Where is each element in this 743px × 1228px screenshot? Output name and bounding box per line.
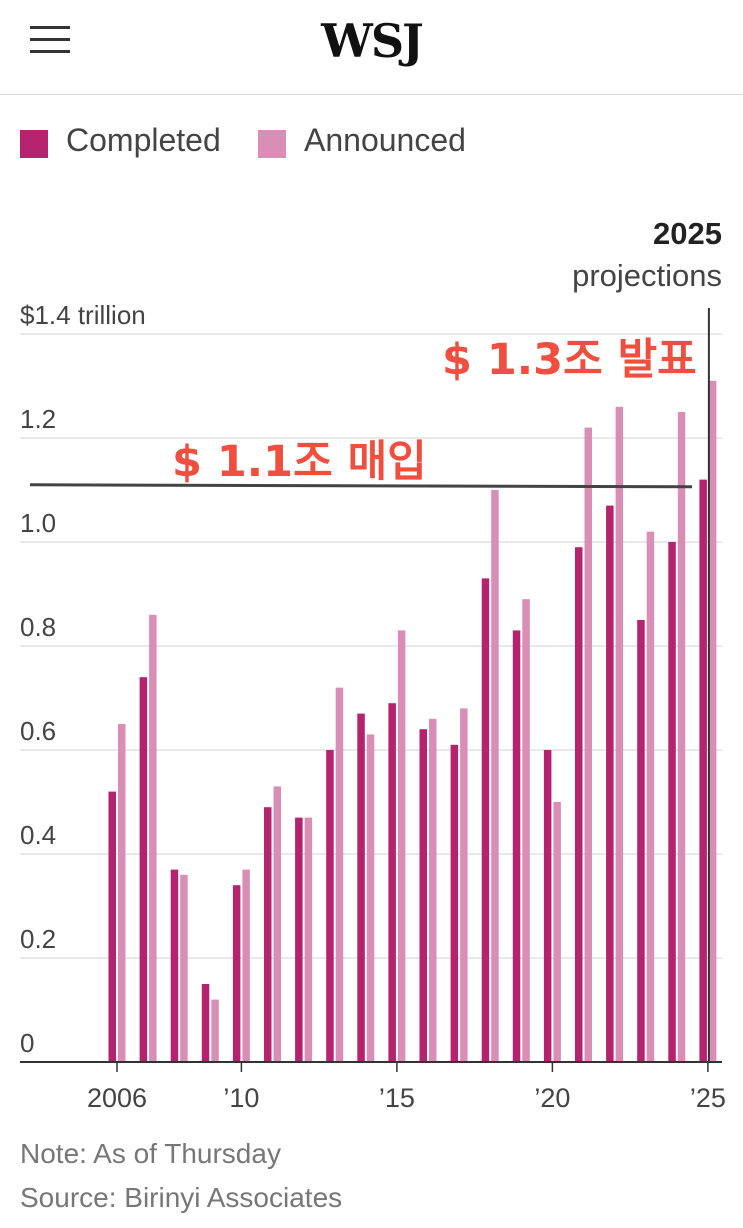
axis-layer bbox=[20, 308, 722, 1072]
legend-label-announced: Announced bbox=[304, 122, 466, 158]
bar-completed-2012 bbox=[295, 817, 303, 1062]
y-tick-label: 1.2 bbox=[20, 404, 56, 434]
bar-announced-2017 bbox=[460, 708, 468, 1062]
bar-announced-2020 bbox=[553, 802, 561, 1062]
bar-announced-2023 bbox=[646, 531, 655, 1062]
y-tick-label: 0.2 bbox=[20, 924, 56, 954]
hamburger-menu-icon[interactable] bbox=[30, 24, 72, 56]
y-tick-label: 1.0 bbox=[20, 508, 56, 538]
bar-announced-2012 bbox=[304, 817, 313, 1062]
bar-completed-2025 bbox=[699, 479, 707, 1063]
bar-announced-2022 bbox=[615, 406, 624, 1062]
purchase-annotation: $ 1.1조 매입 bbox=[172, 437, 427, 487]
bar-announced-2019 bbox=[522, 599, 530, 1062]
bar-announced-2011 bbox=[273, 786, 281, 1062]
bar-completed-2024 bbox=[668, 542, 676, 1062]
grid-layer bbox=[20, 333, 722, 959]
bar-completed-2021 bbox=[575, 547, 583, 1062]
y-tick-label: 0 bbox=[20, 1028, 34, 1058]
bar-completed-2017 bbox=[450, 744, 459, 1062]
bar-announced-2010 bbox=[242, 869, 250, 1062]
legend-label-completed: Completed bbox=[66, 122, 221, 158]
bar-announced-2013 bbox=[335, 687, 344, 1062]
bar-completed-2022 bbox=[606, 505, 614, 1063]
bar-announced-2024 bbox=[677, 412, 686, 1062]
wsj-logo[interactable]: WSJ bbox=[321, 14, 424, 68]
bar-completed-2023 bbox=[637, 620, 645, 1062]
bar-announced-2008 bbox=[180, 874, 188, 1062]
label-layer: 0 0.2 0.4 0.6 0.8 1.0 1.2 $1.4 trillion 2006 ’10 ’… bbox=[20, 300, 726, 1113]
y-tick-label: 0.6 bbox=[20, 716, 56, 746]
legend-swatch-announced bbox=[258, 130, 286, 158]
bar-announced-2016 bbox=[429, 718, 437, 1062]
y-tick-label: 0.8 bbox=[20, 612, 56, 642]
bar-completed-2011 bbox=[264, 807, 272, 1062]
bar-completed-2010 bbox=[232, 885, 241, 1062]
projection-text-label: projections bbox=[572, 258, 722, 293]
bar-announced-2014 bbox=[366, 734, 375, 1062]
bar-announced-2006 bbox=[118, 724, 126, 1062]
x-tick-label: ’20 bbox=[534, 1083, 570, 1113]
bar-completed-2013 bbox=[326, 750, 334, 1062]
bar-announced-2025 bbox=[708, 380, 717, 1062]
bar-completed-2019 bbox=[512, 630, 521, 1062]
bar-layer bbox=[108, 380, 717, 1063]
legend-swatch-completed bbox=[20, 130, 48, 158]
y-tick-label: $1.4 trillion bbox=[20, 300, 146, 330]
announce-annotation: $ 1.3조 발표 bbox=[442, 335, 697, 385]
bar-completed-2007 bbox=[139, 677, 148, 1062]
x-tick-label: ’15 bbox=[379, 1083, 415, 1113]
x-tick-label: 2006 bbox=[87, 1083, 147, 1113]
bar-announced-2018 bbox=[491, 490, 499, 1062]
bar-completed-2015 bbox=[388, 703, 396, 1062]
bar-completed-2020 bbox=[543, 750, 552, 1062]
projection-year-label: 2025 bbox=[653, 216, 722, 251]
bar-completed-2014 bbox=[357, 713, 365, 1062]
bar-announced-2015 bbox=[397, 630, 406, 1062]
bar-completed-2018 bbox=[481, 578, 490, 1062]
y-tick-label: 0.4 bbox=[20, 820, 56, 850]
x-tick-label: ’10 bbox=[223, 1083, 259, 1113]
bar-completed-2016 bbox=[419, 729, 427, 1062]
top-bar: WSJ bbox=[0, 0, 743, 95]
chart-source: Source: Birinyi Associates bbox=[20, 1182, 343, 1213]
bar-completed-2006 bbox=[108, 791, 116, 1062]
bar-completed-2008 bbox=[170, 869, 179, 1062]
bar-announced-2009 bbox=[211, 999, 219, 1062]
bar-announced-2007 bbox=[149, 614, 157, 1062]
chart-note: Note: As of Thursday bbox=[20, 1138, 281, 1169]
x-tick-label: ’25 bbox=[690, 1083, 726, 1113]
bar-announced-2021 bbox=[584, 427, 592, 1063]
reference-line bbox=[29, 483, 693, 489]
bar-completed-2009 bbox=[201, 984, 210, 1062]
